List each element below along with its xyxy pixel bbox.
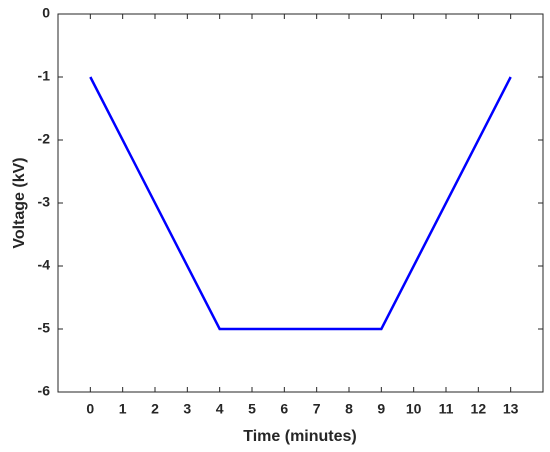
y-tick-label: -2 bbox=[38, 131, 51, 147]
line-series bbox=[89, 76, 512, 331]
y-tick-label: -5 bbox=[38, 320, 51, 336]
y-tick-label: -1 bbox=[38, 68, 51, 84]
y-tick-label: -6 bbox=[38, 383, 51, 399]
x-tick-label: 5 bbox=[248, 401, 256, 417]
y-tick-label: 0 bbox=[42, 5, 50, 21]
x-tick-label: 9 bbox=[377, 401, 385, 417]
x-tick-label: 13 bbox=[503, 401, 519, 417]
x-tick-label: 2 bbox=[151, 401, 159, 417]
y-tick-label: -3 bbox=[38, 194, 51, 210]
x-tick-label: 12 bbox=[471, 401, 487, 417]
x-tick-label: 8 bbox=[345, 401, 353, 417]
x-tick-label: 0 bbox=[86, 401, 94, 417]
x-tick-label: 1 bbox=[119, 401, 127, 417]
y-tick-label: -4 bbox=[38, 257, 51, 273]
x-tick-label: 11 bbox=[439, 401, 454, 417]
x-tick-label: 4 bbox=[216, 401, 224, 417]
x-tick-label: 7 bbox=[313, 401, 321, 417]
x-tick-label: 6 bbox=[280, 401, 288, 417]
y-axis-label: Voltage (kV) bbox=[11, 157, 28, 248]
x-tick-label: 3 bbox=[183, 401, 191, 417]
x-axis-label: Time (minutes) bbox=[243, 428, 357, 445]
x-tick-label: 10 bbox=[406, 401, 422, 417]
plot-frame bbox=[57, 13, 544, 393]
